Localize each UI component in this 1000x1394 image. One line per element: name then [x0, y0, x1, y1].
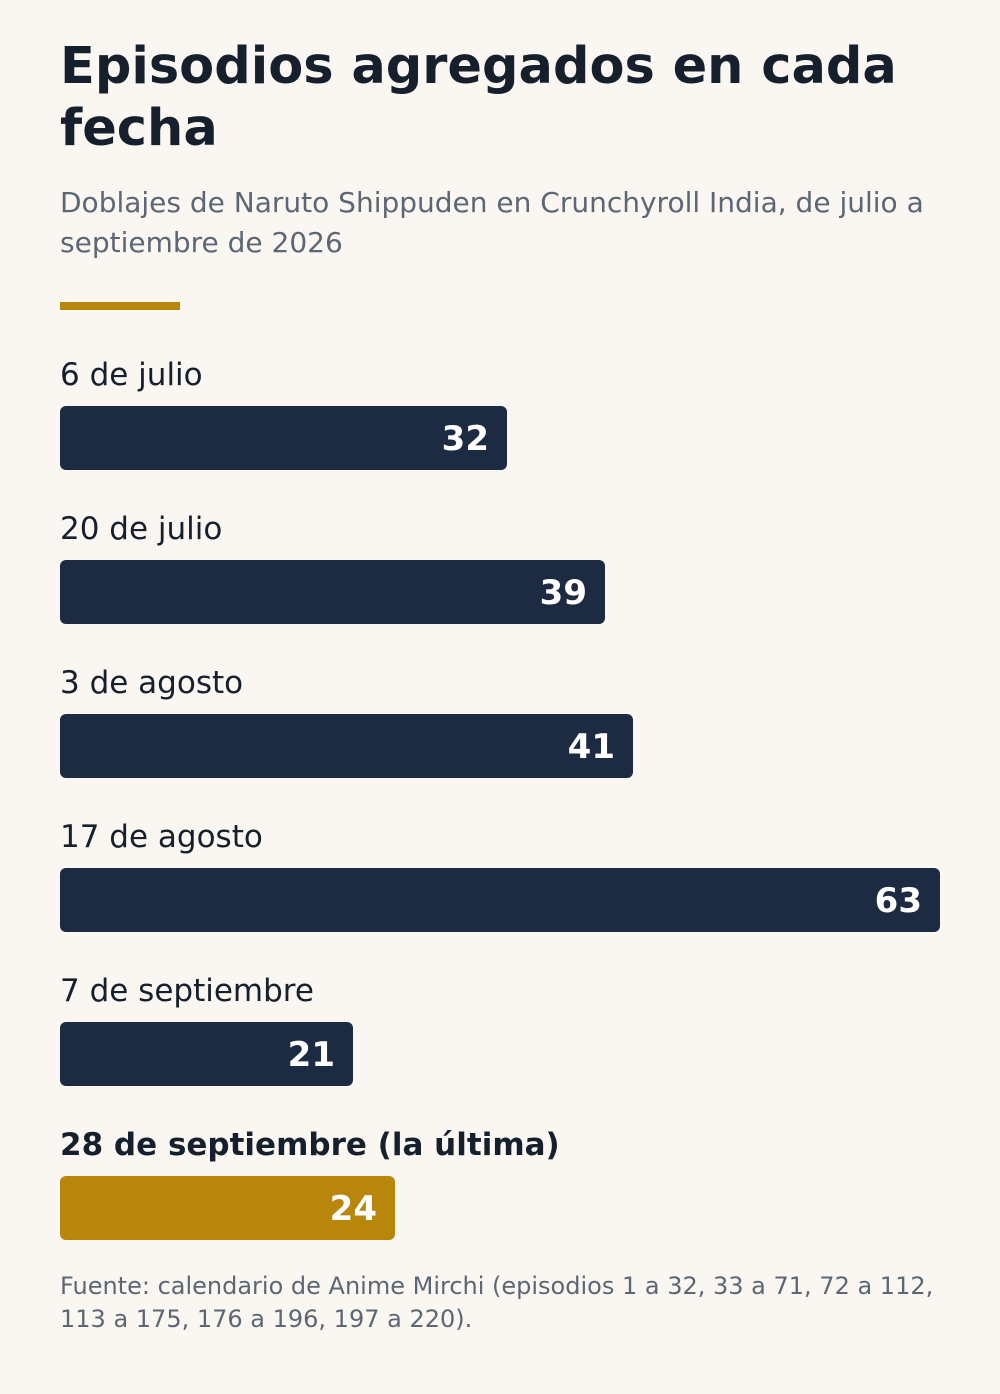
bar: 39: [60, 560, 605, 624]
bar-row: 17 de agosto 63: [60, 814, 940, 968]
bar-value-label: 24: [329, 1189, 377, 1229]
bar-value-label: 41: [567, 727, 615, 767]
bar-row: 6 de julio 32: [60, 352, 940, 506]
bar-highlighted: 24: [60, 1176, 395, 1240]
bar-row: 20 de julio 39: [60, 506, 940, 660]
bar: 41: [60, 714, 633, 778]
bar-value-label: 32: [441, 419, 489, 459]
bar-value-label: 21: [287, 1035, 335, 1075]
source-note: Fuente: calendario de Anime Mirchi (epis…: [60, 1272, 934, 1333]
bar-value-label: 39: [539, 573, 587, 613]
category-label: 28 de septiembre (la última): [60, 1127, 560, 1163]
bar-row: 7 de septiembre 21: [60, 968, 940, 1122]
bar: 32: [60, 406, 507, 470]
bar-value-label: 63: [874, 881, 922, 921]
category-label: 17 de agosto: [60, 819, 263, 855]
bar-chart: 6 de julio 32 20 de julio 39 3 de agosto 41 17…: [60, 352, 940, 1276]
category-label: 20 de julio: [60, 511, 223, 547]
bar: 63: [60, 868, 940, 932]
category-label: 3 de agosto: [60, 665, 244, 701]
chart-subtitle: Doblajes de Naruto Shippuden en Crunchyr…: [60, 186, 924, 259]
category-label: 6 de julio: [60, 357, 203, 393]
bar-row: 3 de agosto 41: [60, 660, 940, 814]
bar: 21: [60, 1022, 353, 1086]
bar-row: 28 de septiembre (la última) 24: [60, 1122, 940, 1276]
chart-title: Episodios agregados en cada fecha: [60, 37, 897, 158]
accent-rule: [60, 302, 180, 310]
category-label: 7 de septiembre: [60, 973, 314, 1009]
